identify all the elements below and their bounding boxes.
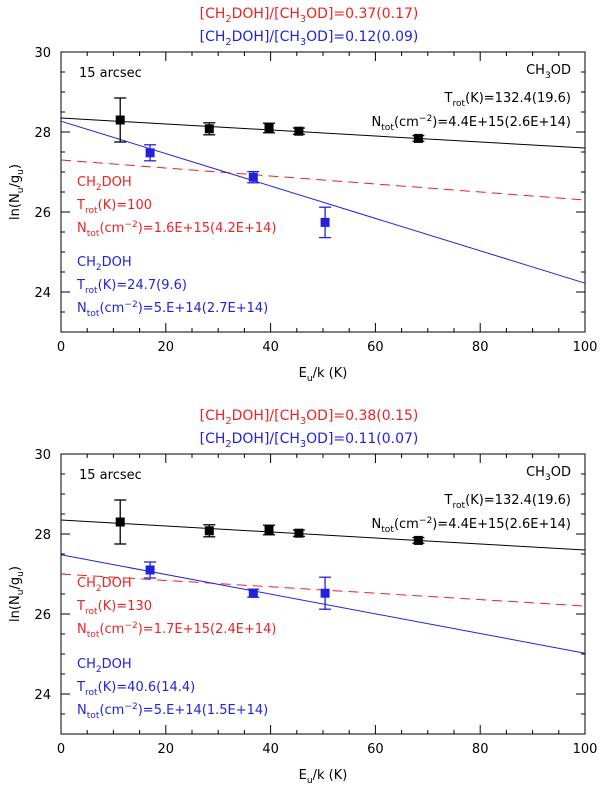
data-point (264, 123, 274, 133)
ch3od-label-1: CH3​OD (526, 63, 571, 81)
x-tick-label: 100 (573, 742, 598, 757)
blue-label-2: Trot​(K)=40.6(14.4) (76, 680, 195, 698)
ch3od-label-2: Trot​(K)=132.4(19.6) (444, 91, 572, 109)
y-tick-label: 30 (34, 46, 51, 61)
data-point (115, 517, 125, 527)
data-point (320, 217, 330, 227)
data-point (145, 148, 155, 158)
data-point (248, 172, 258, 182)
red-label-1: CH2​DOH (77, 576, 132, 594)
y-tick-label: 30 (34, 448, 51, 463)
blue-label-2: Trot​(K)=24.7(9.6) (76, 278, 187, 296)
blue-label-3: Ntot​(cm−2​)=5.E+14(2.7E+14) (77, 300, 268, 319)
ratio-header-1: [CH2​DOH]/[CH3​OD]=0.38(0.15) (200, 408, 419, 427)
data-point (145, 565, 155, 575)
red-label-3: Ntot​(cm−2​)=1.6E+15(4.2E+14) (77, 220, 277, 239)
fit-line-2 (60, 120, 586, 284)
red-label-3: Ntot​(cm−2​)=1.7E+15(2.4E+14) (77, 621, 277, 640)
y-tick-label: 26 (34, 608, 51, 623)
blue-label-3: Ntot​(cm−2​)=5.E+14(1.5E+14) (77, 702, 268, 721)
data-point (115, 115, 125, 125)
fit-line-0 (60, 519, 586, 551)
x-tick-label: 60 (367, 340, 384, 355)
red-label-1: CH2​DOH (77, 175, 132, 193)
x-tick-label: 40 (262, 340, 279, 355)
data-point (204, 526, 214, 536)
x-tick-label: 20 (158, 340, 175, 355)
ch3od-label-1: CH3​OD (526, 465, 571, 483)
y-tick-label: 24 (34, 286, 51, 301)
ratio-header-1: [CH2​DOH]/[CH3​OD]=0.37(0.17) (200, 6, 419, 25)
red-label-2: Trot​(K)=100 (76, 198, 152, 216)
data-point (413, 535, 423, 545)
x-tick-label: 40 (262, 742, 279, 757)
y-axis-label: ln(Nu​/gu​) (8, 164, 26, 220)
ratio-header-2: [CH2​DOH]/[CH3​OD]=0.11(0.07) (200, 431, 419, 450)
blue-label-1: CH2​DOH (77, 657, 132, 675)
data-point (320, 588, 330, 598)
panel-2: [CH2​DOH]/[CH3​OD]=0.38(0.15) [CH2​DOH]/[… (8, 408, 597, 786)
fit-line-0 (60, 117, 586, 149)
blue-label-1: CH2​DOH (77, 255, 132, 273)
data-point (294, 126, 304, 136)
ratio-header-2: [CH2​DOH]/[CH3​OD]=0.12(0.09) (200, 29, 419, 48)
y-axis-label: ln(Nu​/gu​) (8, 566, 26, 622)
x-tick-label: 60 (367, 742, 384, 757)
fit-line-1 (60, 159, 586, 201)
y-tick-label: 28 (34, 528, 51, 543)
ch3od-label-3: Ntot​(cm−2​)=4.4E+15(2.6E+14) (372, 516, 572, 535)
beam-label: 15 arcsec (79, 468, 142, 483)
y-tick-label: 24 (34, 688, 51, 703)
x-axis-label: Eu​/k (K) (299, 768, 348, 786)
panel-1: [CH2​DOH]/[CH3​OD]=0.37(0.17) [CH2​DOH]/[… (8, 6, 597, 384)
data-point (294, 528, 304, 538)
ch3od-label-2: Trot​(K)=132.4(19.6) (444, 493, 572, 511)
x-tick-label: 100 (573, 340, 598, 355)
x-axis-label: Eu​/k (K) (299, 366, 348, 384)
red-label-2: Trot​(K)=130 (76, 599, 152, 617)
x-tick-label: 80 (472, 340, 489, 355)
data-point (204, 124, 214, 134)
x-tick-label: 0 (57, 742, 65, 757)
x-tick-label: 0 (57, 340, 65, 355)
data-point (413, 133, 423, 143)
data-point (248, 588, 258, 598)
y-tick-label: 26 (34, 206, 51, 221)
ch3od-label-3: Ntot​(cm−2​)=4.4E+15(2.6E+14) (372, 114, 572, 133)
x-tick-label: 80 (472, 742, 489, 757)
y-tick-label: 28 (34, 126, 51, 141)
beam-label: 15 arcsec (79, 66, 142, 81)
x-tick-label: 20 (158, 742, 175, 757)
data-point (264, 525, 274, 535)
